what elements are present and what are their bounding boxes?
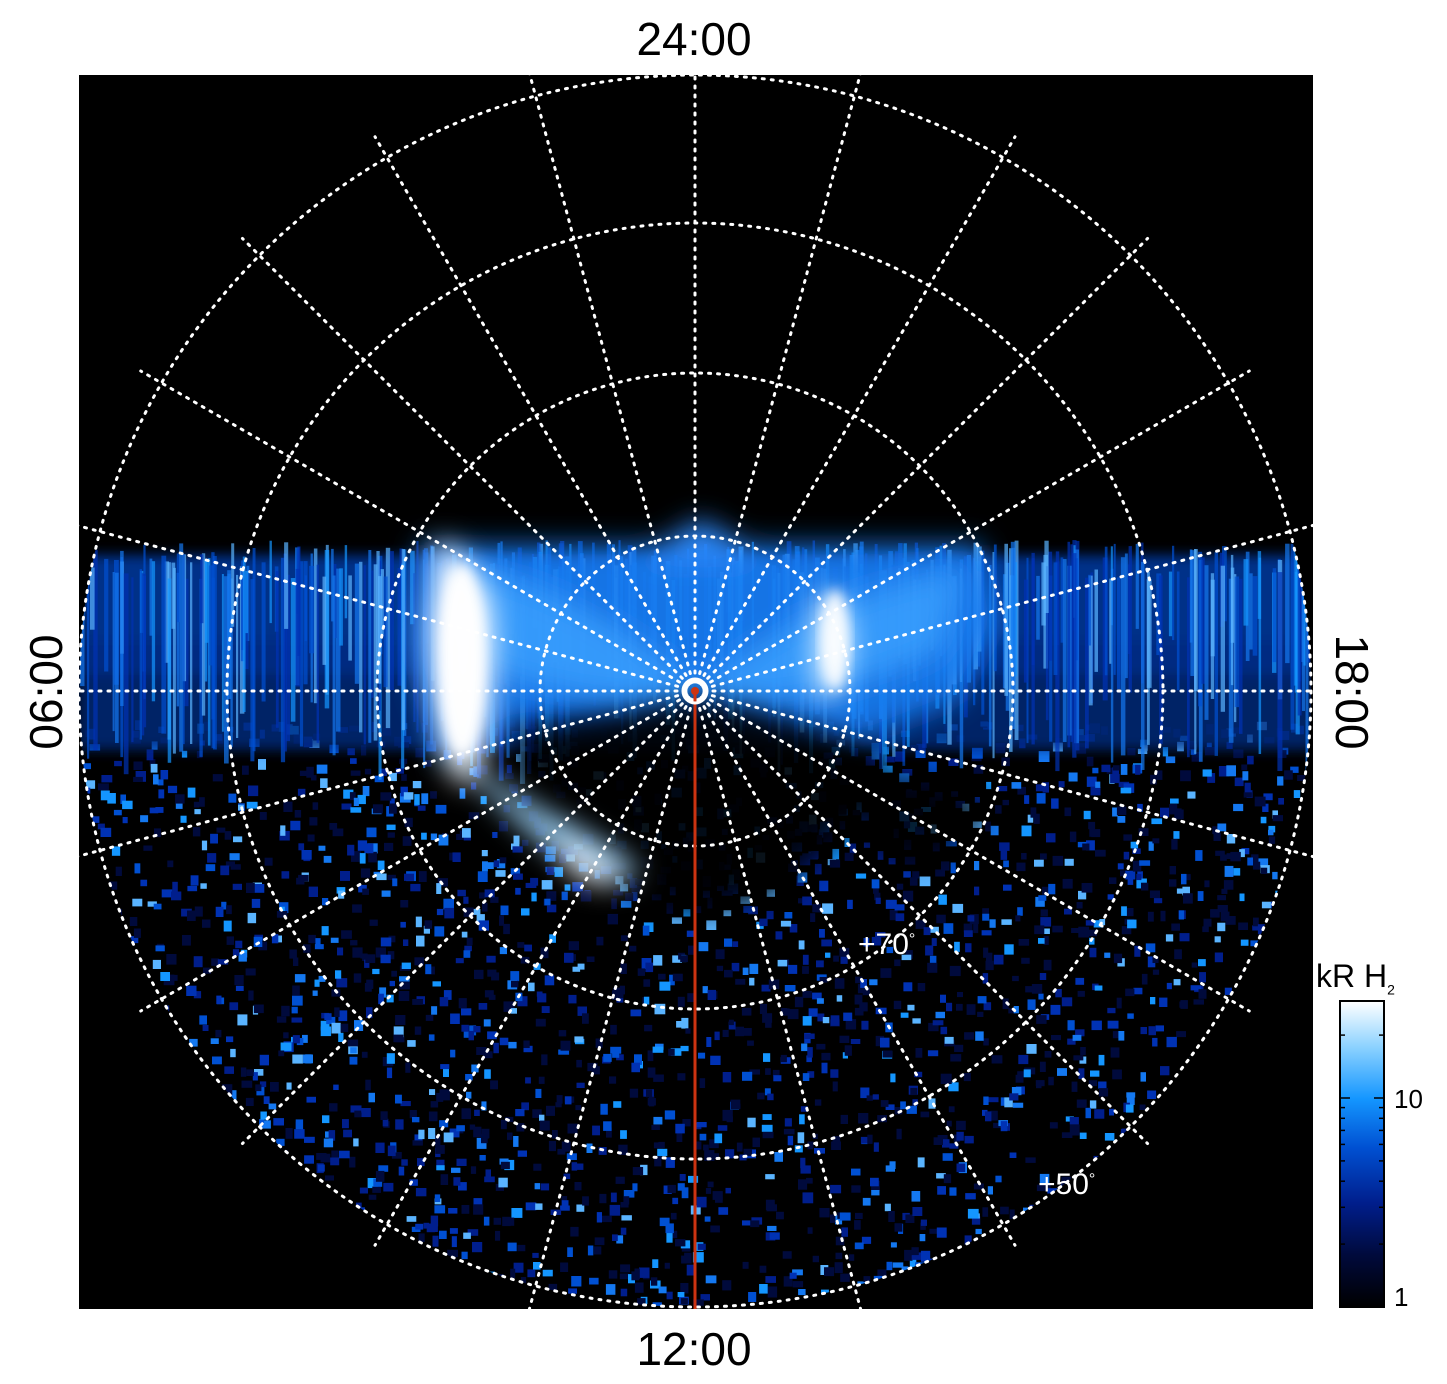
meridian-spoke [693, 236, 1150, 693]
meridian-spoke [693, 689, 1313, 859]
polar-grid [79, 75, 1313, 1309]
colorbar [1339, 1000, 1385, 1308]
latitude-circle [79, 75, 1313, 1309]
colorbar-title: kR H2 [1316, 958, 1395, 998]
meridian-spoke [240, 236, 697, 693]
meridian-spoke [373, 689, 697, 1247]
meridian-spoke [693, 689, 1251, 1013]
meridian-spoke [693, 75, 862, 693]
meridian-spoke [693, 689, 863, 1309]
local-time-label-bottom: 12:00 [636, 1323, 752, 1375]
meridian-spoke [79, 689, 697, 858]
meridian-spoke [693, 689, 1017, 1247]
meridian-spoke [693, 369, 1251, 693]
meridian-spoke [527, 689, 697, 1309]
local-time-label-right: 18:00 [1326, 634, 1378, 750]
colorbar-tick-1: 1 [1394, 1282, 1409, 1312]
local-time-label-left: 06:00 [20, 634, 72, 750]
meridian-spoke [693, 689, 1150, 1146]
meridian-spoke [139, 689, 697, 1013]
latitude-label-inner: +70° [858, 928, 916, 961]
colorbar-tick-10: 10 [1394, 1084, 1423, 1114]
meridian-spoke [693, 135, 1017, 693]
latitude-label-outer: +50° [1038, 1168, 1096, 1201]
meridian-spoke [693, 523, 1313, 693]
meridian-spoke [528, 75, 697, 693]
colorbar-gradient [1339, 1000, 1385, 1308]
meridian-spoke [79, 524, 697, 693]
colorbar-ticks [1340, 1034, 1384, 1308]
local-time-label-top: 24:00 [636, 13, 752, 65]
meridian-spoke [240, 689, 697, 1146]
pole-marker [681, 677, 709, 705]
meridian-spoke [373, 135, 697, 693]
meridian-spoke [139, 369, 697, 693]
